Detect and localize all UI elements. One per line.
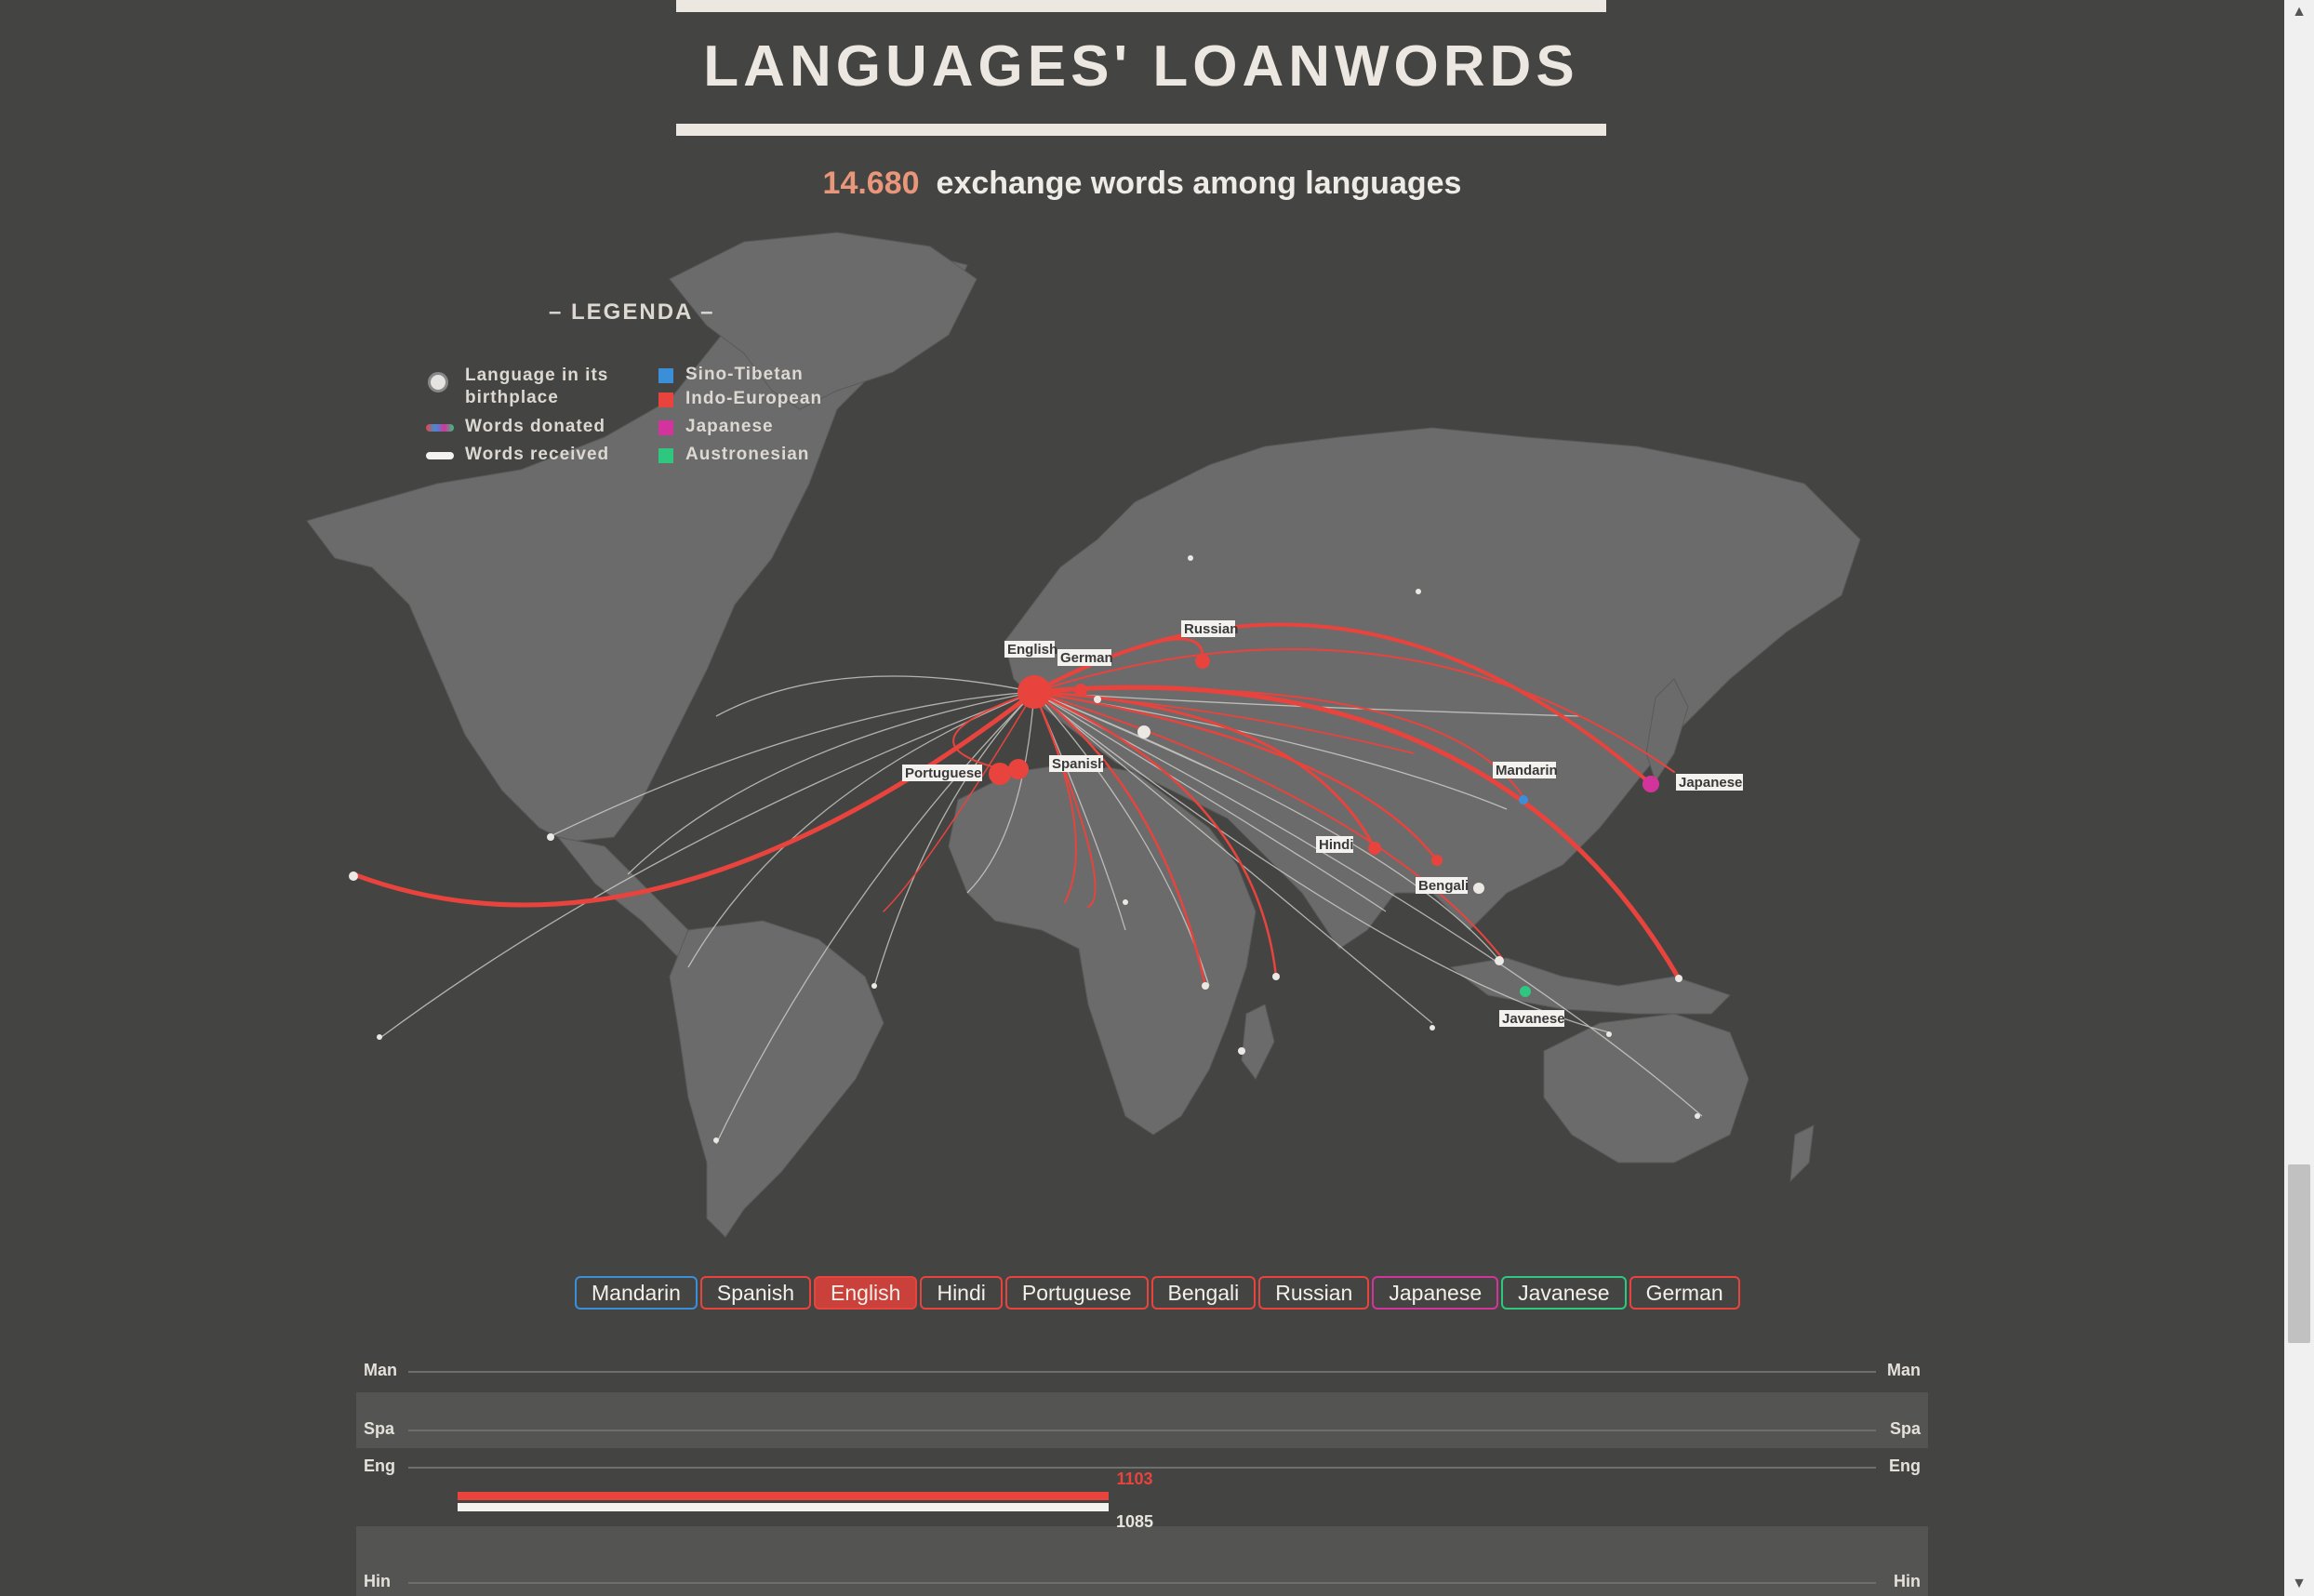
label-german-text: German <box>1060 650 1113 666</box>
scrollbar[interactable]: ▲ ▼ <box>2284 0 2314 1596</box>
tab-javanese[interactable]: Javanese <box>1501 1276 1627 1310</box>
land-new-zealand <box>1789 1124 1815 1183</box>
matrix-row-line <box>408 1371 1876 1373</box>
language-tabs: Mandarin Spanish English Hindi Portuguese Ben… <box>575 1276 1740 1310</box>
scroll-down-icon[interactable]: ▼ <box>2292 1576 2307 1591</box>
label-hindi-text: Hindi <box>1319 837 1354 853</box>
matrix-row-label-left: Eng <box>364 1456 395 1475</box>
label-spanish-text: Spanish <box>1052 756 1106 772</box>
legend: – LEGENDA – Language in its birthplace W… <box>419 296 865 482</box>
tab-bengali[interactable]: Bengali <box>1150 1276 1257 1310</box>
sino-tibetan-swatch-icon <box>658 368 673 383</box>
matrix-row-label-left: Man <box>364 1361 397 1379</box>
matrix-row-line <box>408 1430 1876 1431</box>
donated-line-icon <box>426 424 454 432</box>
english-received-bar[interactable] <box>458 1503 1109 1511</box>
tab-english[interactable]: English <box>814 1276 918 1310</box>
tab-japanese[interactable]: Japanese <box>1372 1276 1499 1310</box>
matrix-row-label-right: Eng <box>1889 1456 1921 1475</box>
matrix-row-line <box>408 1467 1876 1469</box>
land-australia <box>1543 1013 1749 1164</box>
land-masses <box>306 232 1861 1238</box>
matrix-row-spa: Spa Spa <box>356 1392 1928 1448</box>
matrix-row-line <box>408 1582 1876 1584</box>
label-mandarin-text: Mandarin <box>1496 763 1558 778</box>
label-mandarin: Mandarin <box>1493 762 1558 778</box>
title-rule-top <box>676 0 1606 12</box>
land-madagascar <box>1241 1004 1275 1080</box>
label-portuguese: Portuguese <box>902 765 982 781</box>
label-javanese: Javanese <box>1499 1010 1565 1027</box>
legend-birthplace-line2: birthplace <box>465 388 559 407</box>
legend-birthplace-line1: Language in its <box>465 366 609 385</box>
world-map[interactable]: English German Russian Portuguese Spanis… <box>0 205 2284 1246</box>
indo-european-swatch-icon <box>658 392 673 407</box>
label-english-text: English <box>1007 642 1057 658</box>
matrix-row-label-left: Spa <box>364 1419 395 1438</box>
exchange-matrix: Man Man Spa Spa Eng Eng Hin Hin <box>356 1353 1928 1596</box>
exchange-count: 14.680 <box>822 166 920 201</box>
land-africa <box>948 762 1257 1136</box>
label-japanese: Japanese <box>1676 774 1743 791</box>
legend-donated: Words donated <box>465 417 605 436</box>
legend-sino-tibetan: Sino-Tibetan <box>685 365 804 384</box>
label-bengali: Bengali <box>1416 877 1469 894</box>
label-russian: Russian <box>1181 620 1238 637</box>
map-labels: English German Russian Portuguese Spanis… <box>902 620 1743 1027</box>
legend-austronesian: Austronesian <box>685 445 810 464</box>
tab-mandarin[interactable]: Mandarin <box>575 1276 698 1310</box>
label-russian-text: Russian <box>1184 621 1238 637</box>
legend-japanese: Japanese <box>685 417 774 436</box>
matrix-row-label-right: Hin <box>1894 1572 1921 1590</box>
label-spanish: Spanish <box>1049 755 1106 772</box>
scroll-up-icon[interactable]: ▲ <box>2292 4 2307 20</box>
matrix-row-man: Man Man <box>356 1353 1928 1390</box>
scroll-thumb[interactable] <box>2288 1164 2310 1343</box>
tab-hindi[interactable]: Hindi <box>920 1276 1003 1310</box>
land-indonesia <box>1449 957 1731 1015</box>
label-japanese-text: Japanese <box>1679 775 1742 791</box>
legend-indo-european: Indo-European <box>685 389 823 408</box>
label-portuguese-text: Portuguese <box>905 765 982 781</box>
tab-german[interactable]: German <box>1629 1276 1740 1310</box>
austronesian-swatch-icon <box>658 448 673 463</box>
matrix-row-label-right: Man <box>1887 1361 1921 1379</box>
legend-received: Words received <box>465 445 610 464</box>
title-rule-bottom <box>676 124 1606 136</box>
legend-birthplace: Language in its birthplace <box>465 365 608 409</box>
matrix-row-label-left: Hin <box>364 1572 391 1590</box>
land-greenland <box>669 232 977 410</box>
english-received-value: 1085 <box>1115 1512 1154 1531</box>
birthplace-dot-icon <box>428 372 448 392</box>
english-donated-bar[interactable] <box>458 1492 1109 1500</box>
label-hindi: Hindi <box>1316 836 1354 853</box>
matrix-row-hin: Hin Hin <box>356 1526 1928 1596</box>
label-bengali-text: Bengali <box>1418 878 1469 894</box>
matrix-row-label-right: Spa <box>1889 1419 1921 1438</box>
tab-spanish[interactable]: Spanish <box>699 1276 812 1310</box>
language-points <box>349 555 1700 1143</box>
tab-portuguese[interactable]: Portuguese <box>1004 1276 1149 1310</box>
land-south-america <box>669 920 884 1238</box>
label-javanese-text: Javanese <box>1502 1011 1565 1027</box>
legend-title: – LEGENDA – <box>549 299 715 325</box>
tab-russian[interactable]: Russian <box>1258 1276 1370 1310</box>
subtitle: 14.680 exchange words among languages <box>0 163 2284 204</box>
donated-arcs <box>351 622 1682 988</box>
subtitle-text: exchange words among languages <box>936 166 1462 201</box>
label-english: English <box>1004 641 1057 658</box>
page-title: LANGUAGES' LOANWORDS <box>703 34 1579 99</box>
japanese-swatch-icon <box>658 420 673 435</box>
english-donated-value: 1103 <box>1116 1470 1153 1488</box>
label-german: German <box>1057 649 1113 666</box>
matrix-row-eng: Eng Eng <box>356 1450 1928 1524</box>
received-line-icon <box>426 452 454 459</box>
